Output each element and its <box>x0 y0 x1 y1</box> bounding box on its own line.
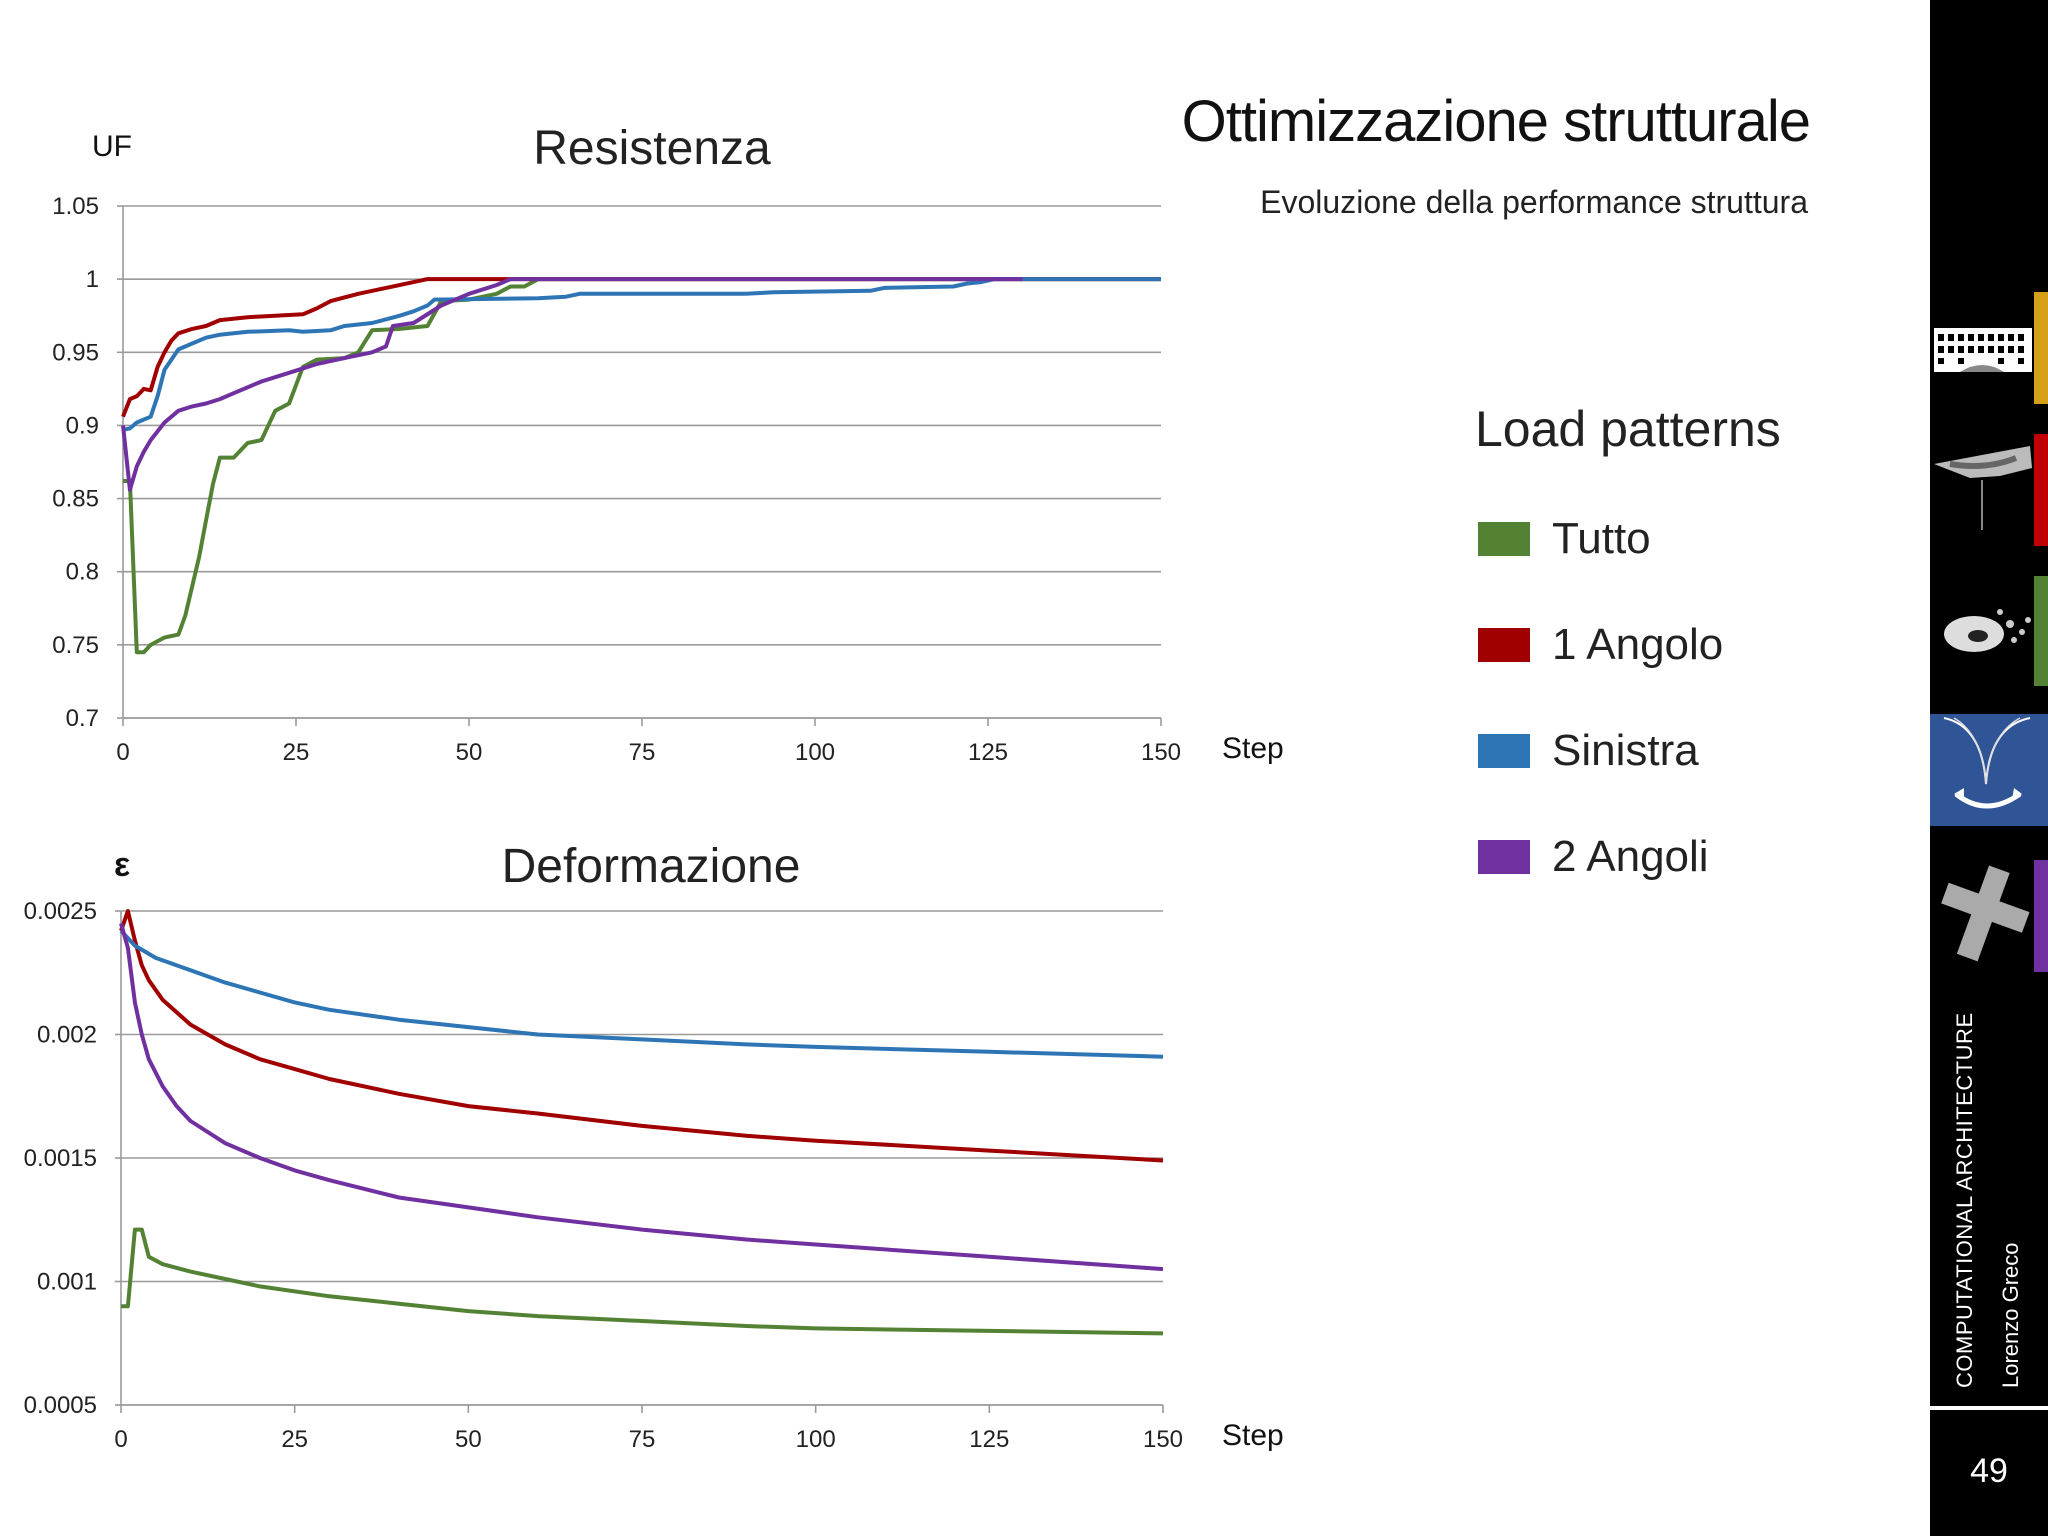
y-axis-label: UF <box>92 130 132 163</box>
series-line-2-angoli <box>121 277 1023 492</box>
x-tick-label: 75 <box>629 739 656 766</box>
y-tick-label: 0.9 <box>66 412 99 439</box>
legend-swatch-2-angoli <box>1478 840 1530 874</box>
series-line-sinistra <box>122 277 1161 432</box>
y-tick-label: 0.0005 <box>24 1392 97 1419</box>
page-number: 49 <box>1970 1452 2008 1490</box>
chart-title: Resistenza <box>533 122 771 175</box>
legend-item-2-angoli: 2 Angoli <box>1475 804 1895 910</box>
x-tick-label: 150 <box>1141 739 1181 766</box>
deformazione-chart: Deformazione ε 0.0005 0.001 0.0015 0.002 0.002… <box>24 840 1284 1453</box>
thumb-color-bar <box>2034 860 2048 972</box>
shell-surface-icon <box>1934 446 2032 530</box>
author-label: Lorenzo Greco <box>1998 1242 2023 1388</box>
legend-label-2-angoli: 2 Angoli <box>1552 832 1709 881</box>
legend-label-tutto: Tutto <box>1552 514 1651 563</box>
series-line-1-angolo <box>121 277 1161 418</box>
y-tick-label: 0.95 <box>52 339 99 366</box>
cross-block-icon <box>1941 865 2030 962</box>
x-tick-label: 100 <box>795 739 835 766</box>
x-tick-label: 125 <box>968 739 1008 766</box>
legend-item-tutto: Tutto <box>1475 486 1895 592</box>
resistenza-chart: Resistenza UF 0.7 0.75 0.8 0.85 0.9 0.95 1 1.05 0 2… <box>52 122 1284 766</box>
chart-title: Deformazione <box>502 840 801 893</box>
building-facade-thumbnail[interactable] <box>1930 292 2048 404</box>
funnel-rotation-thumbnail[interactable] <box>1930 714 2048 826</box>
x-axis-label: Step <box>1222 732 1284 765</box>
series-line-2-angoli <box>119 922 1164 1272</box>
cross-block-thumbnail[interactable] <box>1930 860 2048 972</box>
legend-item-sinistra: Sinistra <box>1475 698 1895 804</box>
shell-surface-thumbnail[interactable] <box>1930 434 2048 546</box>
scattered-shapes-icon <box>1944 609 2031 652</box>
legend-label-sinistra: Sinistra <box>1552 726 1699 775</box>
legend: Load patterns Tutto 1 Angolo Sinistra 2 … <box>1475 400 1895 910</box>
x-axis-label: Step <box>1222 1419 1284 1452</box>
scattered-shapes-thumbnail[interactable] <box>1930 576 2048 686</box>
y-axis-label: ε <box>114 846 130 884</box>
legend-swatch-tutto <box>1478 522 1530 556</box>
x-tick-label: 25 <box>283 739 310 766</box>
x-tick-label: 100 <box>796 1426 836 1453</box>
slide-title: Ottimizzazione strutturale <box>1181 89 1811 154</box>
y-tick-label: 1 <box>86 266 99 293</box>
thumb-color-bar <box>2034 434 2048 546</box>
series-line-tutto <box>123 277 1161 655</box>
x-tick-label: 125 <box>969 1426 1009 1453</box>
sidebar-divider <box>1930 1406 2048 1410</box>
funnel-rotation-icon <box>1943 717 2031 809</box>
x-tick-label: 0 <box>114 1426 127 1453</box>
y-tick-label: 0.7 <box>66 705 99 732</box>
y-tick-label: 1.05 <box>52 193 99 220</box>
x-tick-label: 50 <box>455 1426 482 1453</box>
sidebar: 49 <box>1930 0 2048 1536</box>
y-tick-label: 0.0015 <box>24 1145 97 1172</box>
y-tick-label: 0.75 <box>52 632 99 659</box>
thumb-color-bar <box>2034 292 2048 404</box>
legend-label-1-angolo: 1 Angolo <box>1552 620 1724 669</box>
legend-title: Load patterns <box>1475 401 1781 457</box>
x-tick-label: 25 <box>281 1426 308 1453</box>
legend-swatch-sinistra <box>1478 734 1530 768</box>
series-line-1-angolo <box>119 909 1164 1163</box>
slide-subtitle: Evoluzione della performance struttura <box>1260 184 1808 220</box>
y-tick-label: 0.002 <box>37 1022 97 1049</box>
legend-item-1-angolo: 1 Angolo <box>1475 592 1895 698</box>
x-tick-label: 75 <box>629 1426 656 1453</box>
legend-swatch-1-angolo <box>1478 628 1530 662</box>
x-tick-label: 50 <box>456 739 483 766</box>
y-tick-label: 0.0025 <box>24 898 97 925</box>
x-tick-label: 0 <box>116 739 129 766</box>
series-line-sinistra <box>119 929 1164 1059</box>
thumb-color-bar <box>2034 576 2048 686</box>
y-tick-label: 0.001 <box>37 1269 97 1296</box>
y-tick-label: 0.8 <box>66 559 99 586</box>
building-facade-icon <box>1934 328 2032 372</box>
series-line-tutto <box>121 1227 1164 1336</box>
course-label: COMPUTATIONAL ARCHITECTURE <box>1952 1012 1977 1388</box>
x-tick-label: 150 <box>1143 1426 1183 1453</box>
y-tick-label: 0.85 <box>52 486 99 513</box>
